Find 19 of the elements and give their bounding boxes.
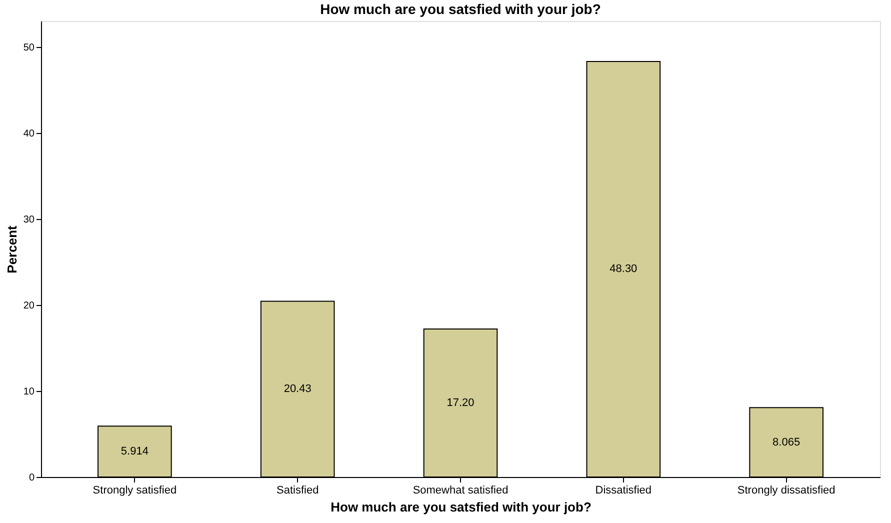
data-label: 48.30 — [610, 263, 638, 276]
x-tick-label: Dissatisfied — [595, 484, 652, 496]
data-label: 8.065 — [772, 436, 800, 448]
x-tick-label: Somewhat satisfied — [412, 484, 508, 496]
y-tick-label: 20 — [23, 300, 35, 312]
x-axis-title: How much are you satsfied with your job? — [330, 500, 592, 514]
x-tick-label: Satisfied — [276, 484, 319, 496]
y-tick-label: 10 — [23, 386, 35, 398]
y-tick-label: 0 — [28, 472, 35, 484]
y-tick-label: 50 — [23, 42, 35, 54]
y-tick-label: 40 — [23, 128, 35, 140]
x-tick-label: Strongly dissatisfied — [737, 484, 836, 496]
data-label: 20.43 — [284, 383, 312, 396]
y-axis-title: Percent — [4, 224, 20, 274]
data-label: 5.914 — [120, 446, 148, 458]
chart-title: How much are you satsfied with your job? — [320, 1, 601, 17]
data-label: 17.20 — [446, 397, 474, 410]
x-tick-label: Strongly satisfied — [92, 484, 177, 496]
y-tick-label: 30 — [23, 214, 35, 226]
